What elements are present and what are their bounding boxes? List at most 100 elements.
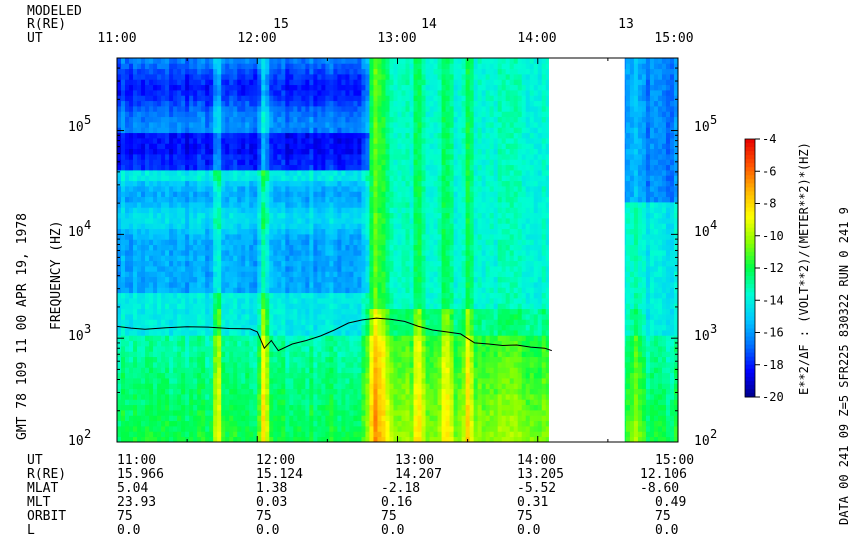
spectrogram-cell: [253, 180, 258, 187]
spectrogram-cell: [297, 186, 302, 192]
spectrogram-cell: [273, 303, 278, 310]
spectrogram-cell: [385, 202, 390, 208]
spectrogram-cell: [357, 367, 362, 374]
spectrogram-cell: [237, 314, 242, 320]
spectrogram-cell: [273, 122, 278, 128]
spectrogram-cell: [249, 335, 254, 342]
spectrogram-cell: [289, 95, 294, 102]
spectrogram-cell: [389, 196, 394, 203]
spectrogram-cell: [165, 298, 170, 304]
spectrogram-cell: [349, 175, 354, 182]
spectrogram-cell: [181, 319, 186, 326]
spectrogram-cell: [269, 228, 274, 235]
spectrogram-cell: [233, 228, 238, 235]
spectrogram-cell: [305, 378, 310, 384]
spectrogram-cell: [213, 388, 218, 395]
spectrogram-cell: [341, 276, 346, 283]
spectrogram-cell: [333, 234, 338, 240]
spectrogram-cell: [265, 122, 270, 128]
spectrogram-cell: [193, 170, 198, 176]
spectrogram-cell: [329, 324, 334, 331]
spectrogram-cell: [177, 276, 182, 283]
spectrogram-cell: [229, 266, 234, 272]
spectrogram-cell: [225, 292, 230, 299]
spectrogram-cell: [129, 255, 134, 262]
spectrogram-cell: [257, 244, 262, 251]
spectrogram-cell: [381, 378, 386, 384]
spectrogram-cell: [381, 170, 386, 176]
spectrogram-cell: [273, 271, 278, 278]
spectrogram-cell: [365, 127, 370, 134]
spectrogram-cell: [201, 170, 206, 176]
spectrogram-cell: [245, 95, 250, 102]
spectrogram-cell: [213, 250, 218, 256]
spectrogram-cell: [193, 250, 198, 256]
spectrogram-cell: [389, 175, 394, 182]
spectrogram-cells: [117, 58, 679, 443]
spectrogram-cell: [137, 58, 142, 64]
spectrogram-cell: [201, 351, 206, 358]
spectrogram-cell: [353, 207, 358, 214]
spectrogram-cell: [305, 367, 310, 374]
spectrogram-cell: [229, 410, 234, 416]
spectrogram-cell: [305, 410, 310, 416]
spectrogram-cell: [213, 351, 218, 358]
spectrogram-cell: [293, 420, 298, 427]
spectrogram-cell: [361, 106, 366, 112]
spectrogram-cell: [257, 255, 262, 262]
spectrogram-cell: [325, 426, 330, 432]
spectrogram-cell: [361, 330, 366, 336]
spectrogram-cell: [293, 207, 298, 214]
spectrogram-cell: [201, 314, 206, 320]
spectrogram-cell: [285, 186, 290, 192]
spectrogram-cell: [117, 346, 122, 352]
spectrogram-cell: [253, 250, 258, 256]
spectrogram-cell: [145, 122, 150, 128]
spectrogram-cell: [129, 356, 134, 363]
spectrogram-cell: [273, 362, 278, 368]
spectrogram-cell: [305, 415, 310, 422]
spectrogram-cell: [197, 351, 202, 358]
spectrogram-cell: [201, 260, 206, 267]
spectrogram-cell: [125, 431, 130, 438]
spectrogram-cell: [285, 74, 290, 80]
spectrogram-cell: [389, 143, 394, 150]
spectrogram-cell: [337, 148, 342, 155]
spectrogram-cell: [273, 90, 278, 96]
spectrogram-cell: [281, 250, 286, 256]
spectrogram-cell: [345, 228, 350, 235]
spectrogram-cell: [117, 255, 122, 262]
spectrogram-cell: [161, 239, 166, 246]
spectrogram-cell: [177, 170, 182, 176]
spectrogram-cell: [365, 266, 370, 272]
spectrogram-cell: [201, 223, 206, 230]
spectrogram-cell: [145, 324, 150, 331]
spectrogram-cell: [209, 356, 214, 363]
spectrogram-cell: [133, 436, 138, 443]
spectrogram-cell: [149, 276, 154, 283]
spectrogram-cell: [249, 367, 254, 374]
spectrogram-cell: [253, 271, 258, 278]
spectrogram-cell: [317, 324, 322, 331]
spectrogram-cell: [349, 292, 354, 299]
spectrogram-cell: [217, 378, 222, 384]
spectrogram-cell: [301, 292, 306, 299]
spectrogram-cell: [225, 127, 230, 134]
spectrogram-cell: [173, 95, 178, 102]
spectrogram-cell: [185, 410, 190, 416]
spectrogram-cell: [129, 207, 134, 214]
spectrogram-cell: [161, 420, 166, 427]
spectrogram-cell: [261, 74, 266, 80]
spectrogram-cell: [189, 426, 194, 432]
spectrogram-cell: [177, 228, 182, 235]
spectrogram-cell: [141, 372, 146, 379]
spectrogram-cell: [209, 388, 214, 395]
spectrogram-cell: [301, 159, 306, 166]
spectrogram-cell: [197, 356, 202, 363]
spectrogram-cell: [217, 420, 222, 427]
spectrogram-cell: [161, 271, 166, 278]
spectrogram-cell: [117, 399, 122, 406]
spectrogram-cell: [205, 175, 210, 182]
spectrogram-cell: [137, 239, 142, 246]
spectrogram-cell: [373, 426, 378, 432]
